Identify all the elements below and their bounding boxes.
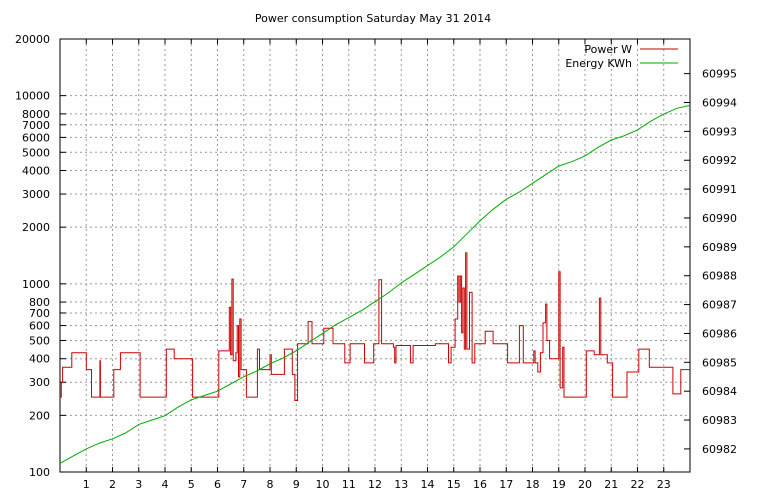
x-tick-label: 3 — [135, 478, 142, 491]
y-left-tick-label: 1000 — [22, 278, 50, 291]
x-tick-label: 4 — [162, 478, 169, 491]
y-left-tick-label: 4000 — [22, 165, 50, 178]
x-tick-label: 22 — [631, 478, 645, 491]
x-tick-label: 1 — [83, 478, 90, 491]
x-tick-label: 2 — [109, 478, 116, 491]
y-left-tick-label: 600 — [29, 320, 50, 333]
y-left-tick-label: 200 — [29, 409, 50, 422]
y-left-tick-label: 2000 — [22, 221, 50, 234]
series-line-power-w — [60, 252, 690, 401]
x-tick-label: 23 — [657, 478, 671, 491]
x-tick-label: 8 — [267, 478, 274, 491]
y-right-tick-label: 60985 — [702, 356, 737, 369]
y-right-tick-label: 60988 — [702, 270, 737, 283]
y-right-tick-label: 60984 — [702, 385, 737, 398]
y-left-tick-label: 3000 — [22, 188, 50, 201]
grid-layer — [60, 39, 690, 472]
legend-label-energy: Energy KWh — [565, 57, 632, 70]
x-tick-label: 14 — [421, 478, 435, 491]
y-left-tick-label: 300 — [29, 376, 50, 389]
y-left-tick-label: 500 — [29, 334, 50, 347]
x-tick-label: 11 — [342, 478, 356, 491]
y-left-tick-label: 700 — [29, 307, 50, 320]
x-tick-label: 19 — [552, 478, 566, 491]
y-right-tick-label: 60993 — [702, 125, 737, 138]
ticks-layer: 1 2 3 4 5 6 7 8 9 10 11 12 13 14 15 16 17 18 19 20 21 22 23100… — [15, 33, 737, 491]
x-tick-label: 21 — [604, 478, 618, 491]
legend: Power W Energy KWh — [565, 43, 678, 70]
x-tick-label: 17 — [499, 478, 513, 491]
x-tick-label: 13 — [394, 478, 408, 491]
y-right-tick-label: 60987 — [702, 299, 737, 312]
y-left-tick-label: 10000 — [15, 90, 50, 103]
y-right-tick-label: 60992 — [702, 154, 737, 167]
y-left-tick-label: 5000 — [22, 146, 50, 159]
x-tick-label: 9 — [293, 478, 300, 491]
y-right-tick-label: 60994 — [702, 97, 737, 110]
x-tick-label: 12 — [368, 478, 382, 491]
y-left-tick-label: 7000 — [22, 119, 50, 132]
y-left-tick-label: 20000 — [15, 33, 50, 46]
x-tick-label: 16 — [473, 478, 487, 491]
chart-title: Power consumption Saturday May 31 2014 — [255, 12, 491, 25]
y-left-tick-label: 100 — [29, 466, 50, 479]
x-tick-label: 10 — [316, 478, 330, 491]
x-tick-label: 18 — [526, 478, 540, 491]
series-layer — [59, 104, 691, 464]
y-left-tick-label: 800 — [29, 296, 50, 309]
series-line-energy-kwh — [59, 104, 691, 464]
y-right-tick-label: 60991 — [702, 183, 737, 196]
y-right-tick-label: 60982 — [702, 443, 737, 456]
y-right-tick-label: 60995 — [702, 68, 737, 81]
x-tick-label: 7 — [240, 478, 247, 491]
x-tick-label: 20 — [578, 478, 592, 491]
y-left-tick-label: 400 — [29, 353, 50, 366]
y-left-tick-label: 6000 — [22, 131, 50, 144]
x-tick-label: 15 — [447, 478, 461, 491]
y-left-tick-label: 8000 — [22, 108, 50, 121]
y-right-tick-label: 60983 — [702, 414, 737, 427]
y-right-tick-label: 60986 — [702, 327, 737, 340]
legend-label-power: Power W — [584, 43, 632, 56]
x-tick-label: 6 — [214, 478, 221, 491]
x-tick-label: 5 — [188, 478, 195, 491]
y-right-tick-label: 60989 — [702, 241, 737, 254]
y-right-tick-label: 60990 — [702, 212, 737, 225]
